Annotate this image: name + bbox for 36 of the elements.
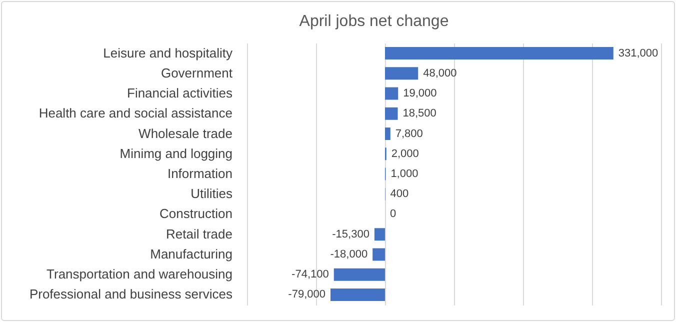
bar xyxy=(385,47,614,60)
y-tick-label: Utilities xyxy=(190,186,233,202)
data-label: 19,000 xyxy=(403,88,437,100)
bar xyxy=(385,67,418,80)
bar xyxy=(385,87,398,100)
data-label: 48,000 xyxy=(423,67,457,80)
bar xyxy=(385,107,398,120)
y-tick-label: Transportation and warehousing xyxy=(46,266,232,282)
bar xyxy=(334,268,385,281)
y-tick-label: Financial activities xyxy=(127,86,233,101)
bar xyxy=(372,248,385,261)
y-tick-label: Leisure and hospitality xyxy=(103,45,233,60)
data-label: 2,000 xyxy=(391,148,419,160)
data-label: 331,000 xyxy=(618,47,658,60)
data-label: 18,500 xyxy=(402,108,436,120)
y-tick-label: Wholesale trade xyxy=(138,126,232,141)
y-tick-label: Manufacturing xyxy=(150,246,232,262)
data-label: -18,000 xyxy=(330,248,368,260)
data-label: 0 xyxy=(390,208,396,220)
data-label: 400 xyxy=(390,188,409,200)
data-label: -15,300 xyxy=(332,228,370,240)
y-tick-label: Minimg and logging xyxy=(120,146,232,161)
y-tick-label: Retail trade xyxy=(166,226,232,242)
data-label: 7,800 xyxy=(395,128,423,140)
y-tick-label: Health care and social assistance xyxy=(38,106,232,121)
data-label: 1,000 xyxy=(390,168,418,180)
bar xyxy=(330,288,385,301)
data-label: -74,100 xyxy=(292,268,329,281)
chart-title: April jobs net change xyxy=(299,13,449,30)
y-tick-label: Professional and business services xyxy=(29,286,233,302)
y-tick-label: Government xyxy=(160,65,233,80)
y-tick-label: Information xyxy=(167,166,232,181)
bar xyxy=(374,228,385,241)
y-tick-label: Construction xyxy=(160,206,232,222)
bar xyxy=(385,128,390,140)
data-label: -79,000 xyxy=(288,288,326,301)
